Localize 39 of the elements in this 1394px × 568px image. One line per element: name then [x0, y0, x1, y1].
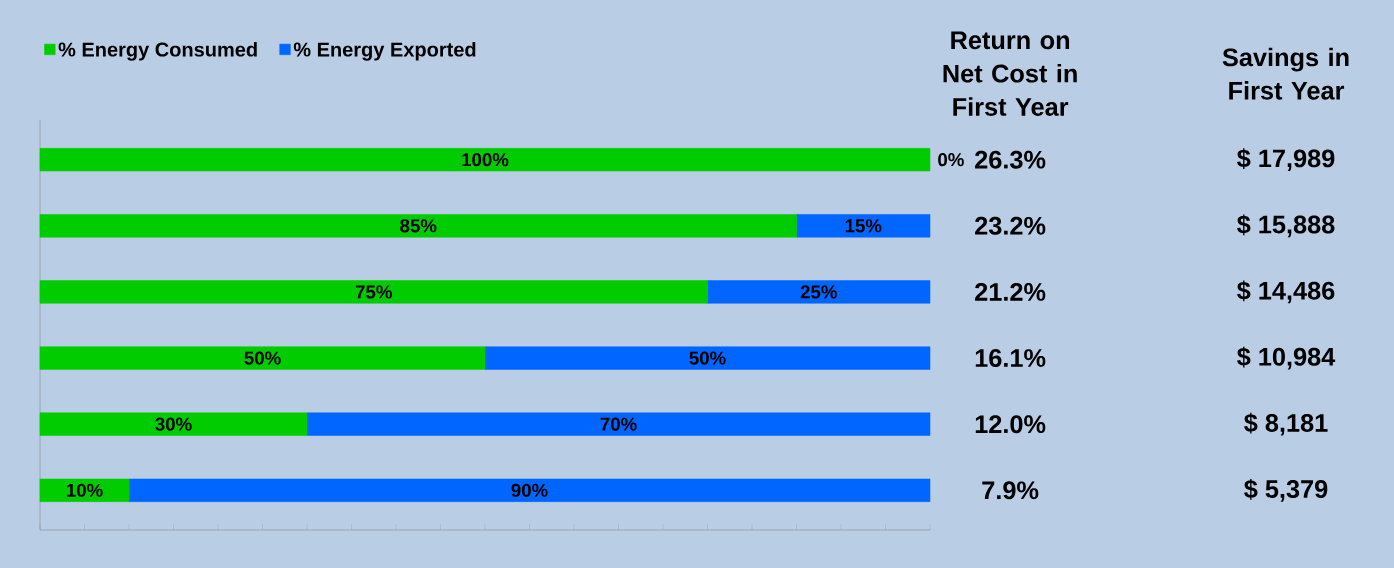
text: 7.9% — [982, 481, 1039, 500]
bar — [306, 412, 931, 436]
bar — [707, 280, 931, 304]
text: 26.3% — [975, 150, 1046, 169]
legend-label: % Energy Exported — [293, 41, 476, 61]
bar — [128, 478, 931, 502]
text: Savings in First Year — [1222, 47, 1349, 100]
data-label: 25% — [800, 285, 837, 299]
data-label: 100% — [462, 153, 509, 167]
bar — [39, 280, 708, 304]
data-label: 30% — [155, 417, 192, 431]
bar — [39, 478, 130, 502]
text: 12.0% — [975, 415, 1046, 434]
data-label: 10% — [67, 483, 103, 497]
text: $ 15,888 — [1237, 214, 1335, 238]
data-label: 70% — [600, 417, 637, 431]
bar — [39, 148, 931, 172]
data-label: 90% — [511, 483, 548, 497]
bar — [484, 346, 931, 370]
data-label: 50% — [244, 351, 281, 365]
text: $ 5,379 — [1244, 478, 1328, 502]
legend-label: % Energy Consumed — [58, 41, 257, 61]
data-label: 85% — [400, 219, 437, 233]
bar — [39, 346, 486, 370]
text: 21.2% — [975, 282, 1046, 301]
bar — [39, 412, 308, 436]
data-label: 15% — [845, 219, 882, 233]
bar — [39, 214, 797, 238]
text: Return on Net Cost in First Year — [943, 31, 1077, 116]
text: $ 17,989 — [1237, 148, 1335, 172]
text: 23.2% — [975, 216, 1046, 235]
text: 16.1% — [975, 349, 1046, 368]
data-label: 50% — [689, 351, 726, 365]
data-label: 0% — [938, 153, 964, 167]
data-label: 75% — [355, 285, 392, 299]
text: $ 10,984 — [1237, 346, 1336, 370]
text: $ 14,486 — [1237, 280, 1335, 304]
bar — [796, 214, 931, 238]
text: $ 8,181 — [1244, 412, 1328, 436]
